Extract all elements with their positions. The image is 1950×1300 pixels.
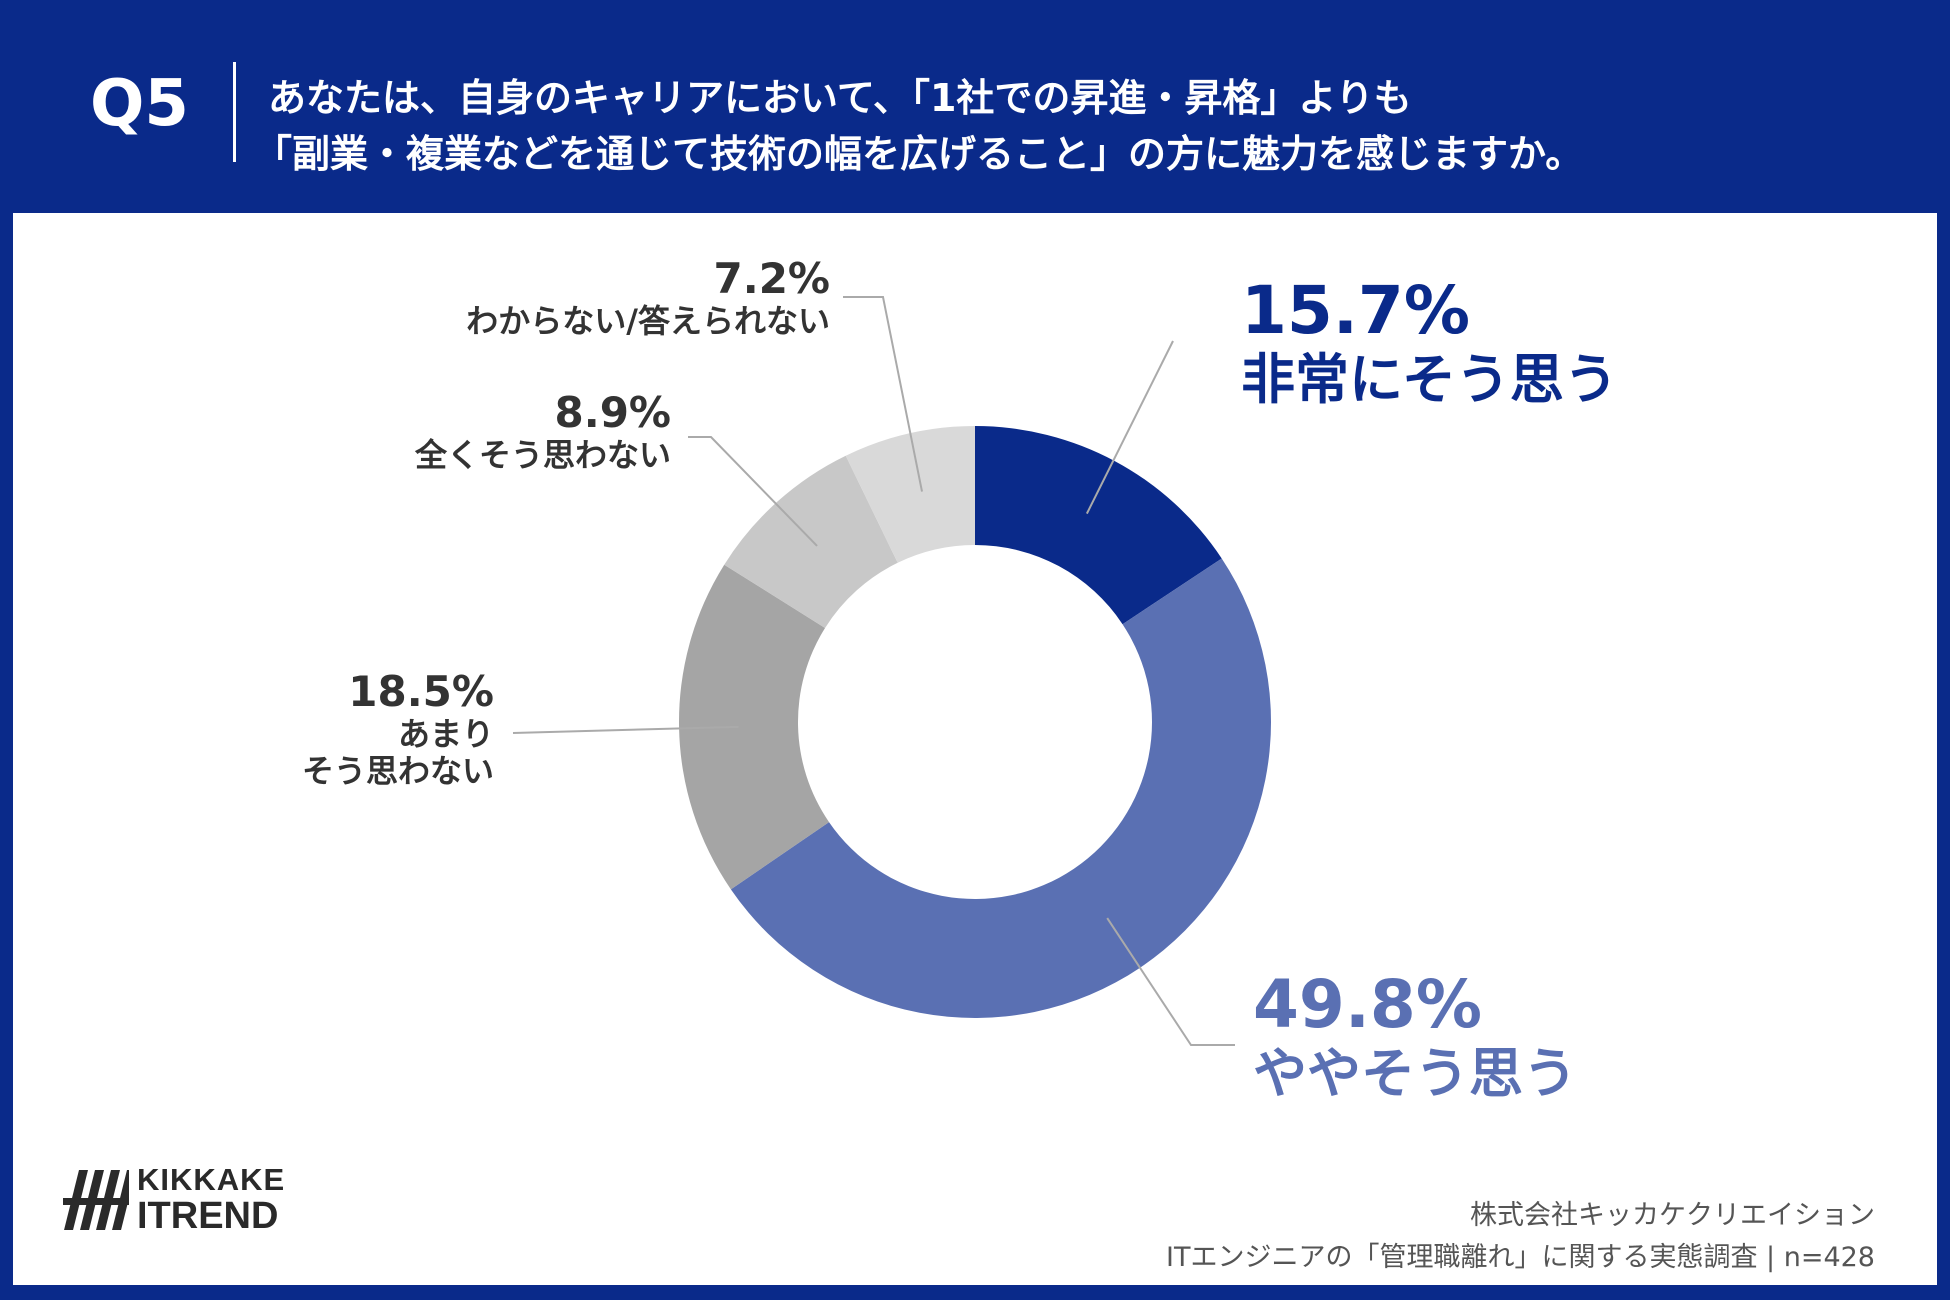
label-not-much: 18.5% あまり そう思わない	[301, 667, 494, 791]
leader-line-not-at-all	[688, 436, 818, 547]
label-dont-know: 7.2% わからない/答えられない	[466, 254, 830, 341]
value-label-not-at-all: 8.9%	[554, 388, 671, 437]
category-label-very-much: 非常にそう思う	[1241, 347, 1618, 411]
value-label-dont-know: 7.2%	[713, 254, 830, 303]
leader-line-very-much	[1085, 340, 1174, 515]
brand-bars-icon	[63, 1170, 129, 1230]
company-name: 株式会社キッカケクリエイション	[1470, 1200, 1875, 1231]
category-label-not-much-line1: あまり	[397, 715, 494, 754]
question-line-2: 「副業・複業などを通じて技術の幅を広げること」の方に魅力を感じますか。	[254, 132, 1584, 176]
source-credit: 株式会社キッカケクリエイション ITエンジニアの「管理職離れ」に関する実態調査 …	[1166, 1195, 1875, 1279]
category-label-dont-know: わからない/答えられない	[466, 302, 830, 341]
chart-card: 15.7% 非常にそう思う 49.8% ややそう思う 18.5% あまり そう思…	[13, 213, 1937, 1285]
category-label-somewhat: ややそう思う	[1253, 1041, 1577, 1105]
label-somewhat: 49.8% ややそう思う	[1253, 966, 1577, 1106]
question-text: あなたは、自身のキャリアにおいて、「1社での昇進・昇格」よりも 「副業・複業など…	[254, 70, 1918, 182]
question-header: Q5 あなたは、自身のキャリアにおいて、「1社での昇進・昇格」よりも 「副業・複…	[0, 0, 1950, 210]
donut-chart	[512, 296, 1272, 1046]
donut-slice-not-at-all	[724, 455, 898, 628]
donut-slice-somewhat	[730, 558, 1272, 1019]
value-label-very-much: 15.7%	[1241, 272, 1470, 349]
header-divider	[233, 62, 236, 162]
label-not-at-all: 8.9% 全くそう思わない	[414, 388, 671, 475]
donut-slice-very-much	[975, 426, 1222, 625]
category-label-not-at-all: 全くそう思わない	[414, 436, 671, 475]
value-label-somewhat: 49.8%	[1253, 966, 1482, 1043]
category-label-not-much-line2: そう思わない	[301, 752, 494, 791]
value-label-not-much: 18.5%	[348, 667, 494, 716]
leader-line-dont-know	[843, 296, 923, 492]
leader-line-somewhat	[1106, 917, 1235, 1046]
brand-wordmark: KIKKAKE ITREND	[137, 1164, 285, 1235]
donut-slice-not-much	[679, 564, 830, 890]
donut-slice-dont-know	[845, 426, 975, 563]
survey-title: ITエンジニアの「管理職離れ」に関する実態調査 | n=428	[1166, 1242, 1875, 1273]
question-number: Q5	[90, 67, 189, 141]
brand-line-1: KIKKAKE	[137, 1162, 286, 1197]
leader-line-not-much	[512, 725, 739, 734]
brand-line-2: ITREND	[137, 1195, 279, 1237]
question-line-1: あなたは、自身のキャリアにおいて、「1社での昇進・昇格」よりも	[268, 76, 1412, 120]
label-very-much: 15.7% 非常にそう思う	[1241, 272, 1618, 412]
